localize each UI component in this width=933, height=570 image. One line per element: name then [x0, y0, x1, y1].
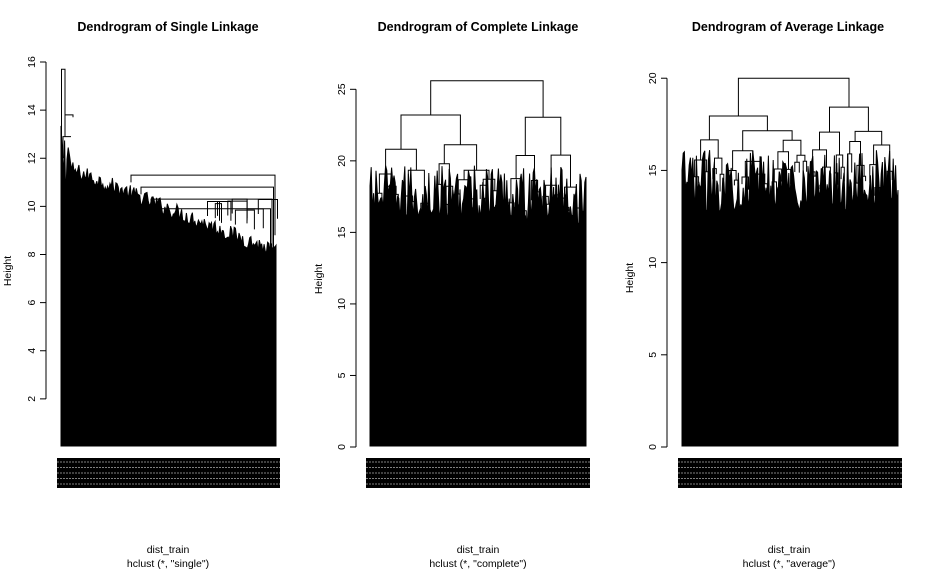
merge-bracket [400, 114, 461, 150]
method-sublabel: hclust (*, "complete") [429, 558, 526, 570]
method-sublabel: hclust (*, "single") [127, 558, 209, 570]
dendrogram-branches [369, 80, 587, 447]
y-tick-label: 5 [647, 352, 659, 358]
dense-leaf-branches [60, 125, 277, 447]
y-tick-label: 14 [26, 104, 38, 116]
panel-complete-linkage: Dendrogram of Complete Linkage Height di… [313, 20, 590, 570]
merge-bracket [150, 198, 273, 260]
y-axis: 0 5 10 15 20 25 [336, 83, 357, 450]
chart-title: Dendrogram of Complete Linkage [378, 20, 579, 34]
y-tick-label: 10 [336, 298, 348, 310]
merge-bracket [782, 139, 802, 156]
merge-bracket [217, 201, 232, 221]
leaf-labels [678, 458, 902, 488]
leaf-labels [366, 458, 590, 488]
merge-bracket [438, 163, 450, 187]
y-tick-label: 2 [26, 396, 38, 402]
y-tick-label: 15 [336, 226, 348, 238]
x-axis-label: dist_train [147, 544, 190, 556]
dense-leaf-branches [369, 165, 587, 447]
leaf-labels [57, 458, 280, 488]
merge-bracket [430, 80, 544, 118]
y-tick-label: 20 [647, 72, 659, 84]
y-axis-label: Height [624, 263, 636, 293]
y-tick-label: 10 [647, 257, 659, 269]
merge-bracket [64, 114, 74, 137]
y-tick-label: 15 [647, 164, 659, 176]
y-axis: 0 5 10 15 20 [647, 72, 668, 450]
merge-bracket [708, 115, 768, 140]
merge-bracket [819, 131, 840, 155]
merge-bracket [61, 68, 66, 195]
merge-bracket [737, 77, 850, 116]
method-sublabel: hclust (*, "average") [743, 558, 836, 570]
chart-title: Dendrogram of Average Linkage [692, 20, 884, 34]
merge-bracket [214, 203, 222, 223]
y-tick-label: 16 [26, 56, 38, 68]
merge-bracket [140, 186, 274, 248]
merge-bracket [246, 208, 264, 229]
merge-brackets [687, 77, 893, 200]
panel-average-linkage: Dendrogram of Average Linkage Height dis… [624, 20, 902, 570]
merge-bracket [524, 116, 562, 156]
x-axis-label: dist_train [457, 544, 500, 556]
y-tick-label: 20 [336, 155, 348, 167]
y-tick-label: 0 [336, 444, 348, 450]
y-axis: 2 4 6 8 10 12 14 16 [26, 56, 47, 402]
y-tick-label: 10 [26, 200, 38, 212]
merge-bracket [515, 155, 535, 181]
y-tick-label: 8 [26, 251, 38, 257]
y-tick-label: 4 [26, 348, 38, 354]
y-tick-label: 25 [336, 83, 348, 95]
merge-bracket [862, 175, 867, 191]
x-axis-label: dist_train [768, 544, 811, 556]
dense-leaf-branches [681, 150, 899, 447]
dendrogram-branches [60, 68, 278, 447]
chart-title: Dendrogram of Single Linkage [77, 20, 258, 34]
y-tick-label: 5 [336, 372, 348, 378]
merge-bracket [829, 106, 869, 133]
merge-bracket [714, 157, 723, 175]
merge-bracket [840, 166, 845, 182]
y-axis-label: Height [313, 264, 325, 294]
y-tick-label: 6 [26, 300, 38, 306]
panel-single-linkage: Dendrogram of Single Linkage Height dist… [2, 20, 280, 570]
merge-bracket [231, 198, 248, 219]
merge-bracket [62, 136, 71, 159]
merge-brackets [61, 68, 278, 269]
y-tick-label: 0 [647, 444, 659, 450]
merge-bracket [854, 130, 883, 145]
y-tick-label: 12 [26, 152, 38, 164]
merge-bracket [794, 161, 800, 173]
dendrogram-branches [681, 77, 899, 447]
y-axis-label: Height [2, 256, 14, 286]
merge-bracket [207, 201, 220, 221]
merge-bracket [257, 199, 278, 219]
merge-bracket [234, 209, 255, 230]
merge-brackets [376, 80, 581, 230]
merge-bracket [130, 174, 276, 236]
